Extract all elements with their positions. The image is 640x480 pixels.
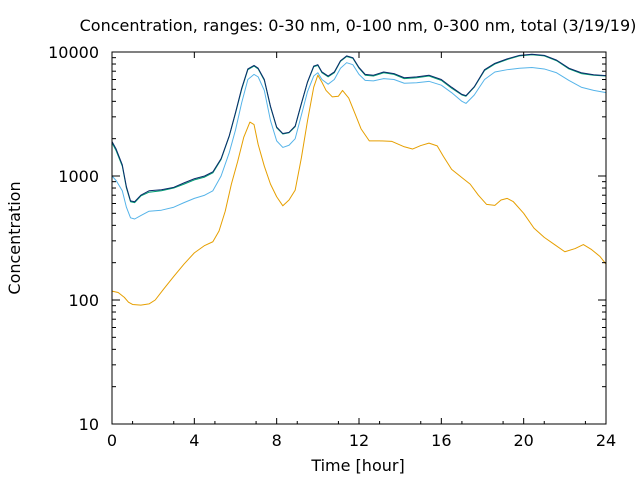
- y-tick-label: 10: [79, 415, 99, 434]
- y-tick-label: 1000: [58, 167, 99, 186]
- series-line-3: [111, 54, 607, 204]
- plot-area: [111, 53, 607, 306]
- axes: 0 4 8 12 16 20 24 10 100 1000 10000: [48, 43, 616, 450]
- y-axis-label: Concentration: [5, 181, 24, 294]
- x-tick-label: 8: [272, 431, 282, 450]
- y-tick-label: 100: [68, 291, 99, 310]
- x-tick-label: 4: [189, 431, 199, 450]
- x-tick-label: 20: [513, 431, 533, 450]
- series-line-4: [111, 53, 607, 203]
- plot-frame: [111, 51, 607, 425]
- chart-title: Concentration, ranges: 0-30 nm, 0-100 nm…: [80, 16, 637, 35]
- x-axis-label: Time [hour]: [310, 456, 404, 475]
- x-tick-label: 16: [431, 431, 451, 450]
- x-tick-label: 24: [596, 431, 616, 450]
- series-line-1: [111, 74, 607, 306]
- x-tick-label: 12: [349, 431, 369, 450]
- y-tick-label: 10000: [48, 43, 99, 62]
- x-tick-label: 0: [107, 431, 117, 450]
- series-line-2: [111, 62, 607, 220]
